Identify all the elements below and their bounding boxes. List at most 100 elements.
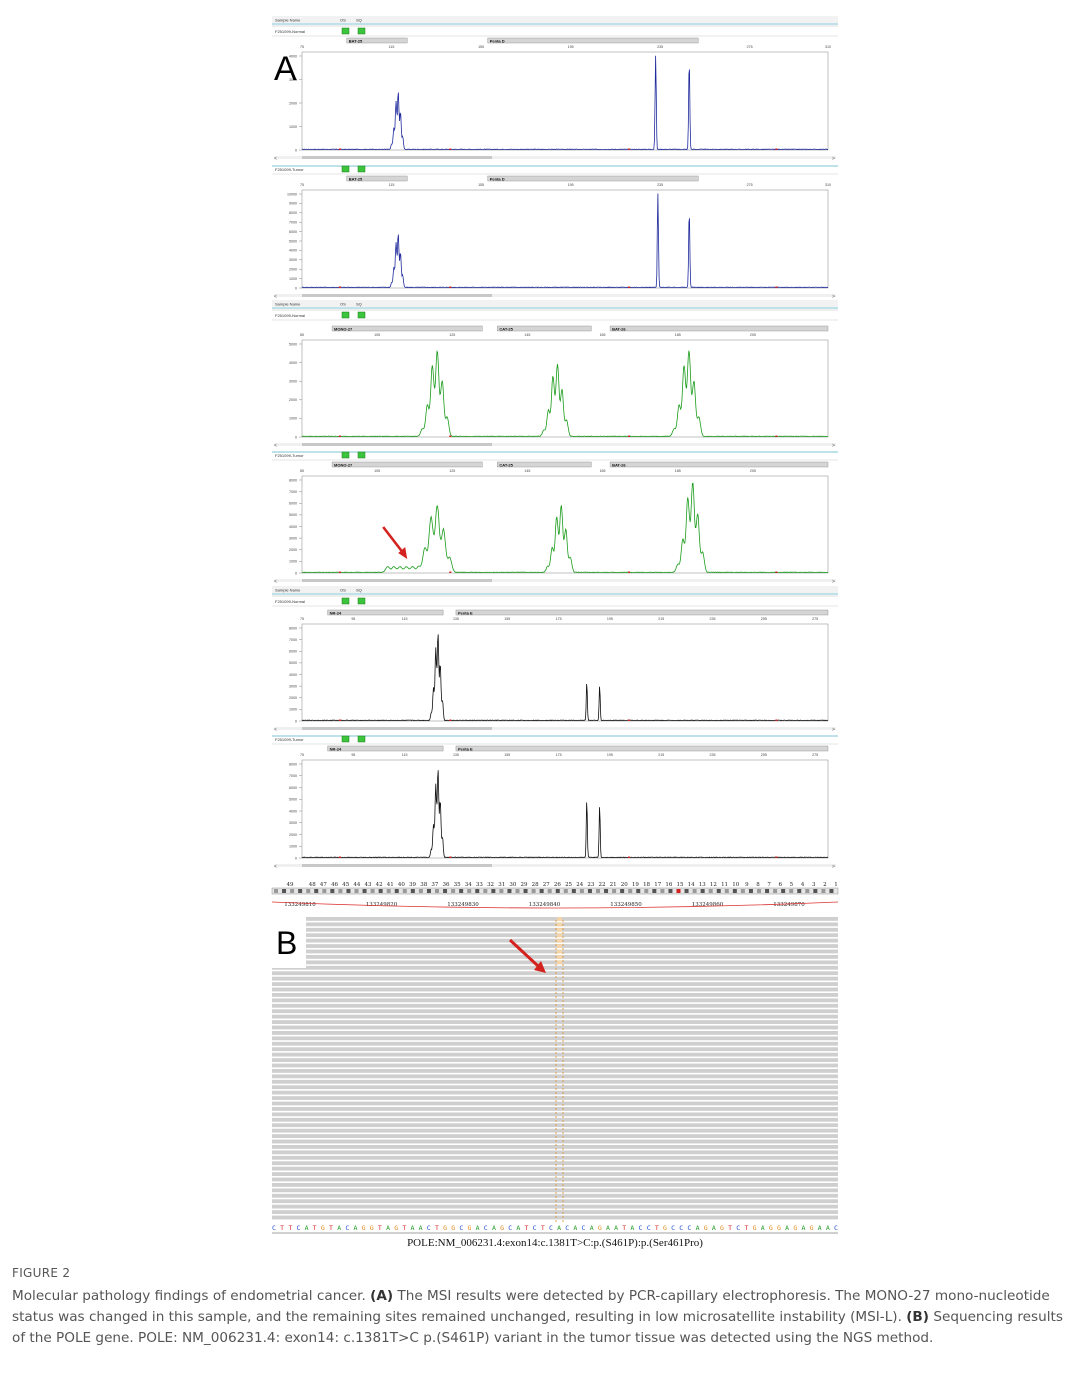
y-tick-label: 0: [295, 571, 297, 575]
sequence-base: C: [679, 1224, 683, 1232]
x-tick-label: 115: [402, 753, 408, 757]
ruler-block: [314, 889, 319, 893]
read-row: [272, 933, 838, 938]
read-row: [272, 1145, 838, 1149]
ruler-block: [587, 889, 592, 893]
trace-line: [301, 770, 829, 859]
scroll-right-icon: >: [832, 443, 835, 449]
panel-a-label: A: [274, 50, 297, 88]
ruler-number: 22: [599, 882, 606, 888]
ruler-block: [740, 889, 745, 893]
y-tick-label: 4000: [289, 249, 297, 253]
x-tick-label: 195: [568, 183, 574, 187]
x-tick-label: 115: [389, 45, 395, 49]
ruler-block: [684, 889, 689, 893]
sequence-base: T: [329, 1224, 333, 1232]
x-tick-label: 195: [568, 45, 574, 49]
marker-bin: [331, 325, 483, 332]
y-tick-label: 3000: [289, 78, 297, 82]
ruler-number: 45: [342, 882, 349, 888]
read-row: [272, 1079, 838, 1084]
x-tick-label: 205: [750, 469, 756, 473]
baseline-marker: [338, 148, 341, 150]
ruler-block: [475, 889, 480, 893]
caption-text-b: Sequencing results of the POLE gene. POL…: [12, 1309, 1063, 1346]
plot-frame: [301, 475, 829, 574]
sequence-base: A: [557, 1224, 561, 1232]
baseline-marker: [775, 286, 778, 288]
ruler-number: 9: [745, 882, 749, 888]
scroll-left-icon: <: [274, 294, 277, 300]
electropherogram-panel: F251099-Tumor BAT-25 Penta D 75 115 155 195 235…: [272, 165, 838, 300]
read-row: [272, 1052, 838, 1057]
scrollbar-track: [274, 156, 836, 159]
marker-bin: [455, 745, 829, 752]
read-row: [272, 1139, 838, 1144]
sample-header-bar: [272, 300, 838, 307]
ruler-number: 17: [654, 882, 661, 888]
ruler-number: 11: [721, 882, 728, 888]
read-row: [272, 1047, 838, 1052]
sequence-base: T: [378, 1224, 382, 1232]
sequence-base: G: [769, 1224, 773, 1232]
os-header: OS: [340, 588, 346, 593]
panel-b-sequencing: 49 48 47 46 45 44 43 42 41 40 39 38 37 36 35 34 33 32 31 30…: [271, 882, 839, 1249]
sequence-base: G: [810, 1224, 814, 1232]
read-row: [272, 949, 838, 954]
x-tick-label: 95: [351, 617, 355, 621]
ruler-block: [781, 889, 786, 893]
y-tick-label: 6000: [289, 502, 297, 506]
y-tick-label: 3000: [289, 258, 297, 262]
sequence-base: C: [736, 1224, 740, 1232]
status-ok-icon: [357, 311, 366, 319]
status-ok-icon: [341, 597, 350, 605]
y-tick-label: 3000: [289, 684, 297, 688]
variant-label: POLE:NM_006231.4:exon14:c.1381T>C:p.(S46…: [407, 1237, 703, 1249]
read-row: [272, 987, 838, 992]
ruler-number: 46: [331, 882, 338, 888]
x-tick-label: 115: [402, 617, 408, 621]
trace-line: [302, 482, 829, 574]
y-tick-label: 1000: [289, 125, 297, 129]
scroll-left-icon: <: [274, 156, 277, 162]
marker-label: Penta E: [458, 746, 473, 751]
marker-bin: [346, 175, 408, 182]
x-tick-label: 135: [453, 753, 459, 757]
y-tick-label: 0: [295, 148, 297, 152]
read-row: [272, 1107, 838, 1111]
ruler-number: 18: [643, 882, 650, 888]
sequence-base: A: [386, 1224, 390, 1232]
read-row: [272, 917, 838, 921]
x-tick-label: 275: [812, 753, 818, 757]
os-header: OS: [340, 302, 346, 307]
baseline-marker: [449, 856, 452, 858]
sequence-base: A: [476, 1224, 480, 1232]
label-background: [272, 916, 306, 968]
ruler-block: [724, 889, 729, 893]
read-row: [272, 1063, 838, 1068]
marker-label: Penta D: [490, 38, 505, 43]
panel-a-electropherograms: Sample Name OS SQ F251099-Normal BAT-25 Penta…: [272, 16, 838, 870]
ruler-block: [579, 889, 584, 893]
marker-bin: [497, 461, 592, 468]
x-tick-label: 75: [300, 753, 304, 757]
ruler-block: [644, 889, 649, 893]
sequence-base: T: [402, 1224, 406, 1232]
read-row: [272, 965, 838, 970]
sequence-base: G: [777, 1224, 781, 1232]
scroll-left-icon: <: [274, 443, 277, 449]
read-row: [272, 1085, 838, 1090]
sequence-base: C: [639, 1224, 643, 1232]
read-row: [272, 1134, 838, 1138]
y-tick-label: 5000: [289, 513, 297, 517]
x-tick-label: 310: [825, 183, 831, 187]
ruler-number: 36: [443, 882, 450, 888]
ruler-number: 47: [320, 882, 327, 888]
plot-frame: [301, 51, 829, 151]
caption-label-a: (A): [370, 1288, 394, 1304]
sequence-base: A: [516, 1224, 520, 1232]
ruler-block: [362, 889, 367, 893]
ruler-block: [555, 889, 560, 893]
coverage-curve: [271, 901, 839, 909]
scrollbar-thumb: [302, 294, 492, 297]
